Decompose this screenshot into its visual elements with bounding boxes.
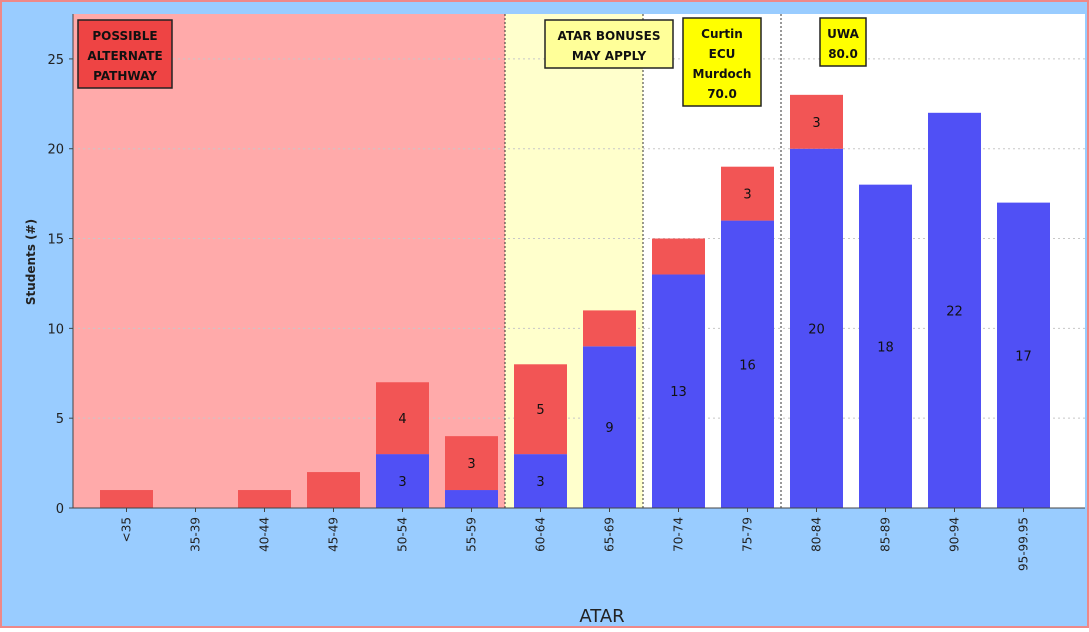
bar-base-4 bbox=[376, 454, 429, 508]
plot-area: 3 4 3 3 5 9 13 16 3 20 3 18 22 17 0 5 10 15 20 25 <35 35-39 40… bbox=[47, 14, 1085, 571]
y-tick-label: 15 bbox=[47, 233, 64, 248]
bar-base-11 bbox=[859, 184, 912, 508]
value-label: 16 bbox=[739, 358, 756, 373]
x-tick-label: 65-69 bbox=[603, 517, 617, 552]
bar-top-6 bbox=[514, 364, 567, 455]
annotation-curtin-ecu-murdoch: Curtin ECU Murdoch 70.0 bbox=[682, 17, 762, 107]
annotation-text: Curtin bbox=[701, 27, 743, 41]
annotation-uwa: UWA 80.0 bbox=[819, 17, 867, 67]
annotation-text: ATAR BONUSES bbox=[558, 29, 661, 43]
value-label: 9 bbox=[605, 421, 613, 436]
bar-base-9 bbox=[721, 220, 774, 508]
bar-base-12 bbox=[928, 112, 981, 509]
value-label: 3 bbox=[536, 475, 544, 490]
y-axis-title: Students (#) bbox=[24, 219, 38, 305]
value-label: 18 bbox=[877, 340, 894, 355]
annotation-text: 70.0 bbox=[707, 87, 737, 101]
bar-base-6 bbox=[514, 454, 567, 508]
value-label: 4 bbox=[398, 412, 406, 427]
x-tick-label: 85-89 bbox=[879, 517, 893, 552]
bar-base-5 bbox=[445, 490, 498, 508]
value-label: 5 bbox=[536, 403, 544, 418]
value-label: 3 bbox=[743, 188, 751, 203]
y-tick-label: 20 bbox=[47, 143, 64, 158]
bar-top-5 bbox=[445, 436, 498, 491]
annotation-alternate-pathway: POSSIBLE ALTERNATE PATHWAY bbox=[77, 19, 173, 89]
value-label: 3 bbox=[398, 475, 406, 490]
annotation-text: ECU bbox=[709, 47, 736, 61]
value-label: 13 bbox=[670, 385, 687, 400]
bar-top-8 bbox=[652, 238, 705, 275]
value-label: 3 bbox=[812, 116, 820, 131]
value-label: 20 bbox=[808, 322, 825, 337]
x-tick-label: <35 bbox=[120, 517, 134, 542]
x-tick-label: 55-59 bbox=[465, 517, 479, 552]
x-tick-label: 80-84 bbox=[810, 517, 824, 552]
x-tick-label: 50-54 bbox=[396, 517, 410, 552]
annotation-box bbox=[819, 17, 867, 67]
annotation-atar-bonuses: ATAR BONUSES MAY APPLY bbox=[544, 19, 674, 69]
annotation-text: ALTERNATE bbox=[87, 49, 162, 63]
annotation-text: UWA bbox=[827, 27, 859, 41]
bar-top-10 bbox=[790, 94, 843, 149]
bar-base-13 bbox=[997, 202, 1050, 509]
annotation-box bbox=[544, 19, 674, 69]
value-label: 3 bbox=[467, 457, 475, 472]
annotation-text: POSSIBLE bbox=[92, 29, 157, 43]
value-label: 22 bbox=[946, 304, 963, 319]
annotation-box bbox=[682, 17, 762, 107]
x-tick-label: 60-64 bbox=[534, 517, 548, 552]
y-tick-label: 10 bbox=[47, 322, 64, 337]
x-tick-label: 35-39 bbox=[189, 517, 203, 552]
x-tick-label: 45-49 bbox=[327, 517, 341, 552]
x-tick-label: 40-44 bbox=[258, 517, 272, 552]
bar-top-0 bbox=[100, 490, 153, 508]
bar-top-2 bbox=[238, 490, 291, 508]
region-band bbox=[73, 14, 505, 508]
y-tick-label: 0 bbox=[56, 502, 64, 517]
x-axis-title: ATAR bbox=[579, 606, 624, 627]
annotation-text: PATHWAY bbox=[93, 69, 157, 83]
bar-top-7 bbox=[583, 310, 636, 347]
x-tick-label: 70-74 bbox=[672, 517, 686, 552]
annotation-text: MAY APPLY bbox=[572, 49, 647, 63]
bar-top-3 bbox=[307, 472, 360, 508]
annotation-box bbox=[77, 19, 173, 89]
value-label: 17 bbox=[1015, 349, 1032, 364]
x-tick-label: 90-94 bbox=[948, 517, 962, 552]
bar-base-7 bbox=[583, 346, 636, 508]
x-tick-label: 95-99.95 bbox=[1017, 517, 1031, 571]
bar-base-10 bbox=[790, 148, 843, 508]
bar-base-8 bbox=[652, 274, 705, 508]
y-tick-label: 25 bbox=[47, 53, 64, 68]
annotation-text: Murdoch bbox=[693, 67, 752, 81]
annotation-text: 80.0 bbox=[828, 47, 858, 61]
bar-top-9 bbox=[721, 166, 774, 221]
x-tick-label: 75-79 bbox=[741, 517, 755, 552]
bar-top-4 bbox=[376, 382, 429, 455]
y-tick-label: 5 bbox=[56, 412, 64, 427]
